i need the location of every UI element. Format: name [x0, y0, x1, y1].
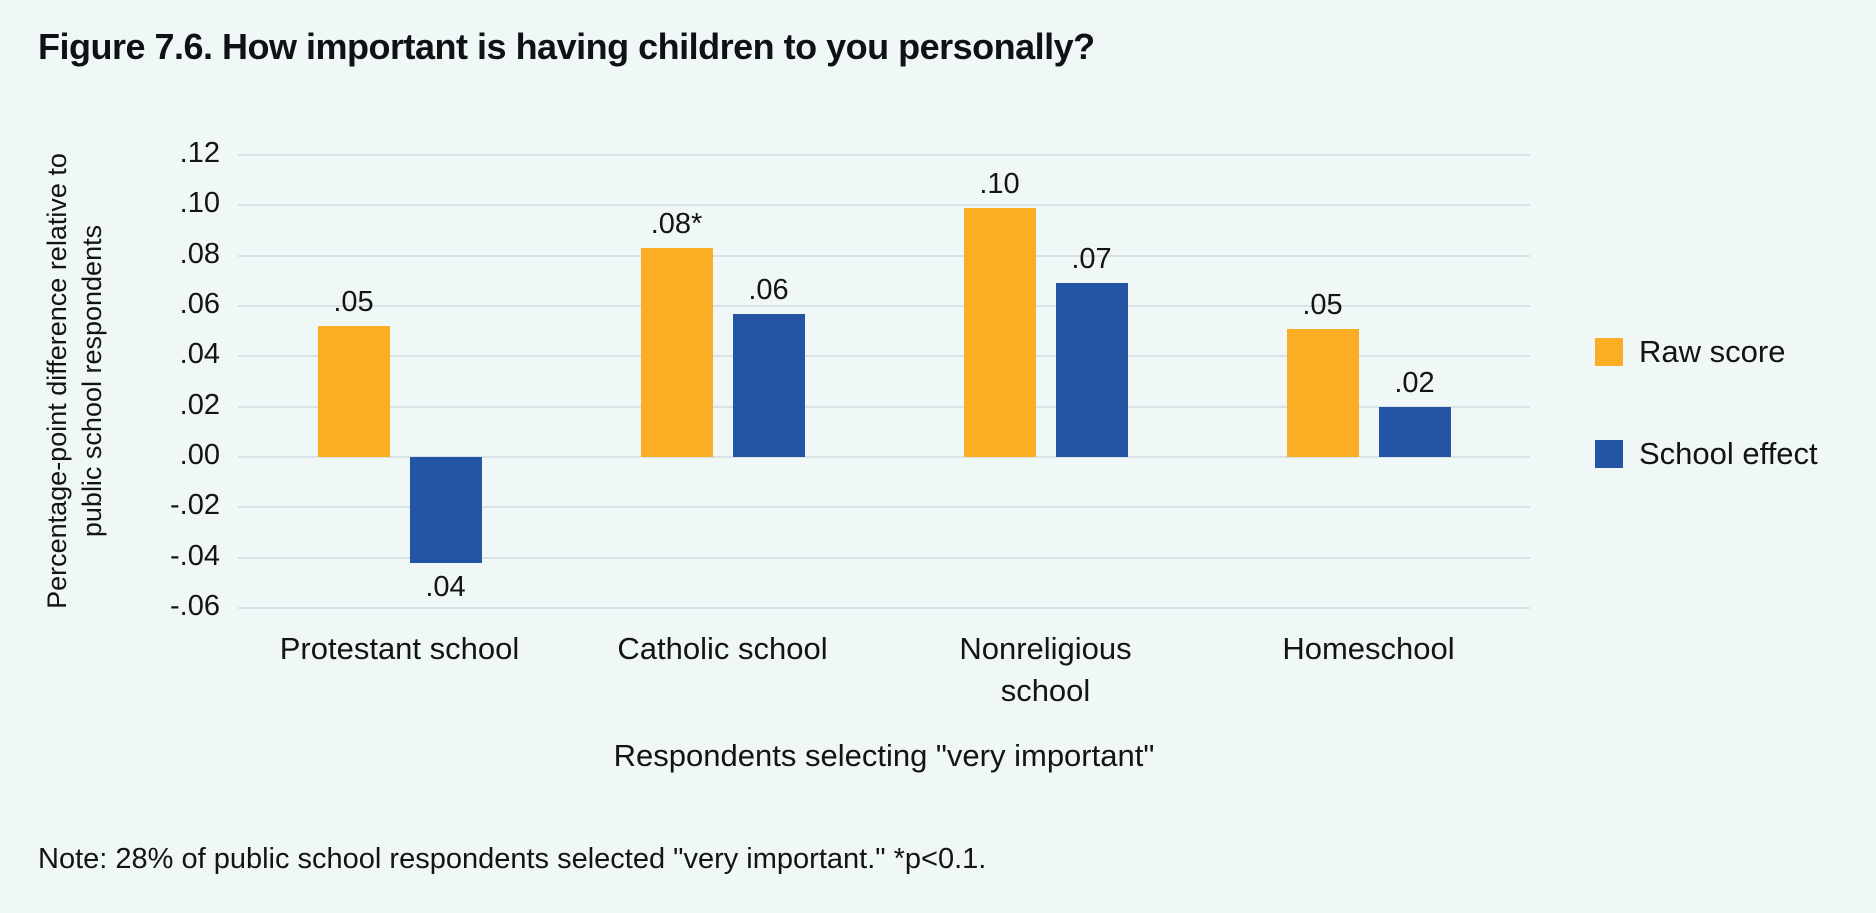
school-effect-swatch-icon: [1595, 440, 1623, 468]
y-tick-label: .04: [179, 338, 220, 371]
gridline: [238, 355, 1530, 358]
raw-score-swatch-icon: [1595, 338, 1623, 366]
y-axis-title: Percentage-point difference relative to …: [41, 153, 107, 609]
bar-school-effect: [1378, 406, 1451, 457]
bar-value-label: .04: [425, 570, 466, 603]
gridline: [238, 556, 1530, 559]
bar-raw-score: [1286, 328, 1359, 457]
legend: Raw score School effect: [1595, 334, 1818, 472]
x-axis-title: Respondents selecting "very important": [613, 738, 1155, 773]
bar-raw-score: [317, 326, 390, 457]
legend-item-school-effect: School effect: [1595, 436, 1818, 472]
y-tick-label: -.04: [170, 539, 220, 572]
gridline: [238, 506, 1530, 509]
gridline: [238, 254, 1530, 257]
y-tick-label: .08: [179, 237, 220, 270]
y-tick-label: .10: [179, 187, 220, 220]
y-tick-label: .06: [179, 288, 220, 320]
y-tick-label: .00: [179, 439, 220, 471]
gridline: [238, 607, 1530, 609]
bar-school-effect: [1055, 283, 1128, 457]
gridline: [238, 305, 1530, 307]
x-category-label: Protestant school: [279, 631, 520, 666]
bar-value-label: .10: [979, 167, 1020, 200]
legend-label-school-effect: School effect: [1639, 436, 1818, 471]
legend-label-raw-score: Raw score: [1639, 334, 1786, 369]
gridline: [238, 204, 1530, 207]
x-category-label: Catholic school: [617, 631, 828, 666]
y-tick-label: -.06: [170, 590, 220, 622]
bar-value-label: .08*: [650, 208, 703, 241]
bar-school-effect: [732, 313, 805, 457]
y-tick-label: .12: [179, 137, 220, 169]
footnote: Note: 28% of public school respondents s…: [38, 843, 987, 875]
legend-item-raw-score: Raw score: [1595, 334, 1818, 370]
gridline: [238, 154, 1530, 156]
bar-raw-score: [963, 207, 1036, 457]
bar-raw-score: [640, 248, 713, 457]
y-tick-label: .02: [179, 388, 220, 421]
gridline: [238, 456, 1530, 458]
bar-value-label: .05: [333, 286, 374, 319]
bar-school-effect: [409, 457, 482, 563]
bar-value-label: .05: [1302, 288, 1343, 321]
bar-value-label: .02: [1394, 366, 1435, 399]
bar-value-label: .07: [1071, 243, 1112, 276]
x-category-label: Homeschool: [1282, 631, 1455, 666]
chart-title: Figure 7.6. How important is having chil…: [38, 26, 1095, 67]
y-tick-label: -.02: [170, 489, 220, 522]
x-category-label: Nonreligious school: [959, 631, 1132, 708]
gridline: [238, 405, 1530, 408]
plot-area: .05 .04 .08* .06 .10 .07 .05 .02: [238, 154, 1530, 609]
bar-value-label: .06: [748, 273, 789, 306]
